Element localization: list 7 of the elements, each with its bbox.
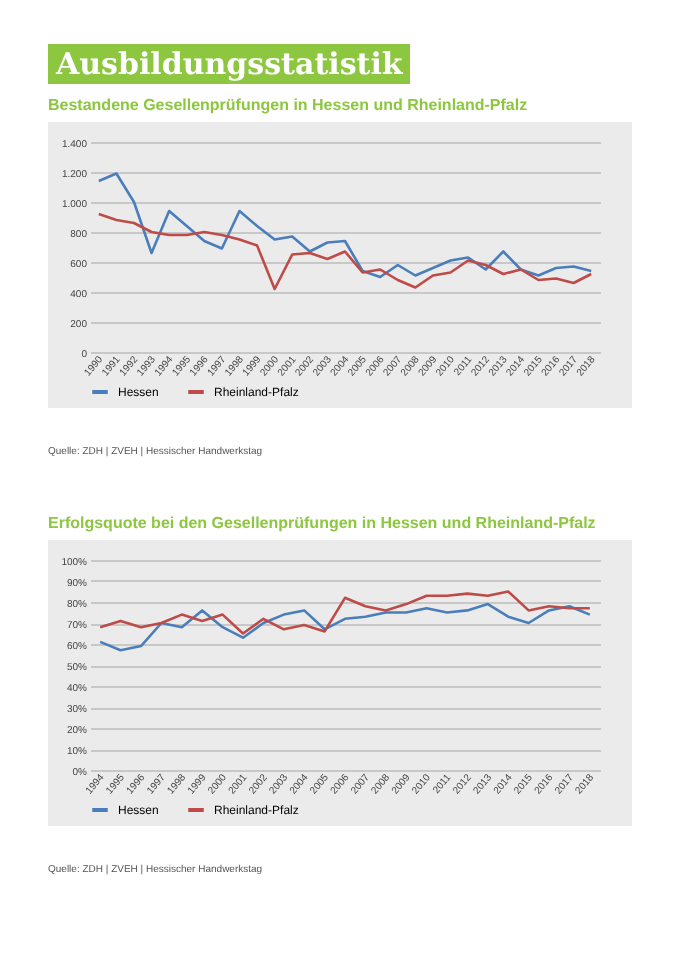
line-series (97, 212, 593, 291)
chart-title: Erfolgsquote bei den Gesellenprüfungen in Hessen und Rheinland-Pfalz (48, 514, 598, 532)
line-series (98, 602, 592, 652)
chart-subtitle: Bestandene Gesellenprüfungen in Hessen und Rheinland-Pfalz (48, 96, 530, 114)
line-series (98, 590, 592, 635)
chart-title: Ausbildungsstatistik (48, 44, 411, 84)
line-series (97, 172, 593, 279)
